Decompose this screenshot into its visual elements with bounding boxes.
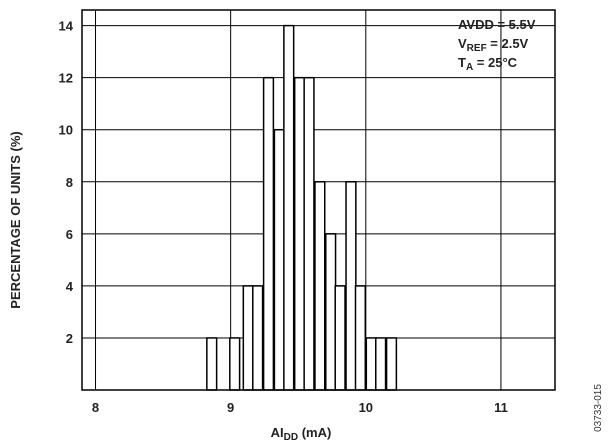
y-tick-label: 14 <box>59 19 74 34</box>
figure-id: 03733-015 <box>593 384 604 432</box>
histogram-bar <box>325 233 337 391</box>
histogram-bars <box>206 24 398 391</box>
histogram-bar <box>365 337 377 391</box>
x-axis-title-main: AI <box>271 425 284 440</box>
histogram-bar <box>273 128 285 391</box>
histogram-bar <box>385 337 398 391</box>
plot-frame <box>81 9 556 391</box>
x-tick-label: 11 <box>494 400 508 415</box>
histogram-bar <box>252 285 264 391</box>
histogram-bar <box>229 337 241 391</box>
y-tick-label: 4 <box>66 279 74 294</box>
histogram-bar <box>375 337 387 391</box>
histogram-bar <box>206 337 218 391</box>
histogram-bar <box>345 181 357 391</box>
annotation-vref: VREF = 2.5V <box>458 36 529 54</box>
x-tick-label: 9 <box>227 400 234 415</box>
x-tick-label: 8 <box>92 400 99 415</box>
histogram-bar <box>262 76 275 391</box>
x-tick-labels: 8 9 10 11 <box>92 400 508 415</box>
x-axis-title-sub: DD <box>284 432 298 443</box>
x-axis-title: AIDD (mA) <box>271 425 332 443</box>
x-tick-label: 10 <box>359 400 373 415</box>
y-axis-title: PERCENTAGE OF UNITS (%) <box>8 131 23 308</box>
histogram-bar <box>283 24 295 391</box>
y-tick-labels: 2 4 6 8 10 12 14 <box>59 19 74 346</box>
histogram-bar <box>334 285 346 391</box>
histogram-bar <box>354 285 367 391</box>
y-tick-label: 2 <box>66 331 73 346</box>
y-tick-label: 10 <box>59 123 73 138</box>
histogram-bar <box>314 181 326 391</box>
conditions-annotation: AVDD = 5.5V VREF = 2.5V TA = 25°C <box>458 17 536 73</box>
annotation-temperature: TA = 25°C <box>458 55 518 73</box>
x-axis-title-unit: (mA) <box>298 425 331 440</box>
histogram-bar <box>303 76 315 391</box>
histogram-bar <box>293 76 306 391</box>
annotation-avdd: AVDD = 5.5V <box>458 17 536 32</box>
y-tick-label: 8 <box>66 175 73 190</box>
y-tick-label: 6 <box>66 227 73 242</box>
histogram-bar <box>242 285 254 391</box>
y-tick-label: 12 <box>59 71 73 86</box>
